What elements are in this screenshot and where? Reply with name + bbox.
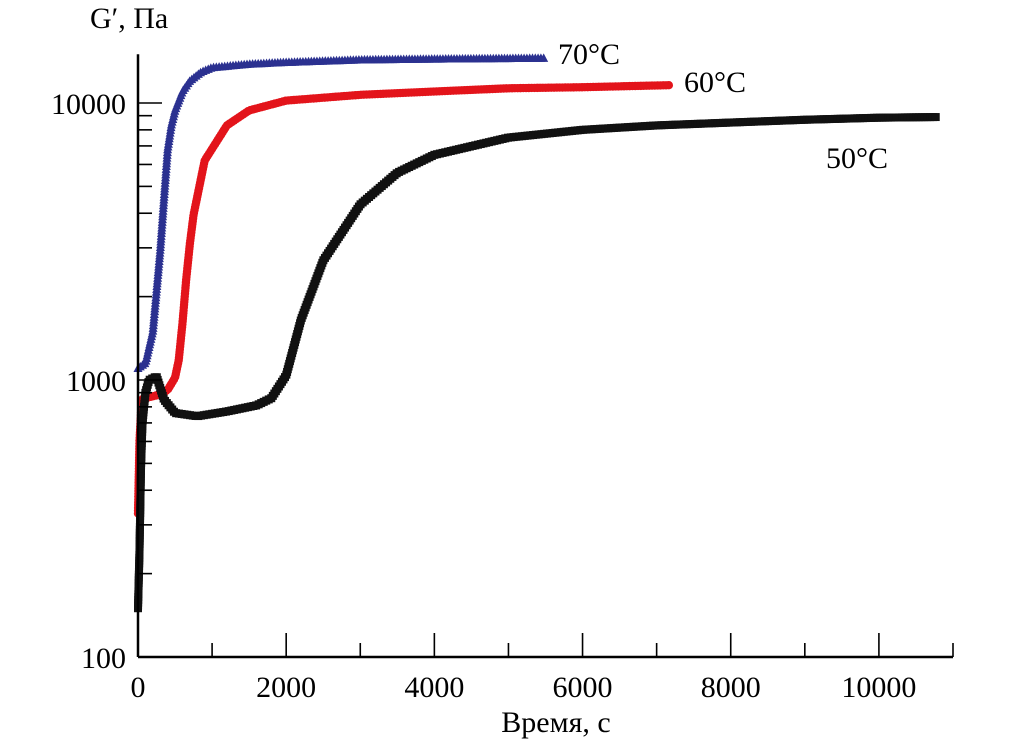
axes: 0 2000 4000 6000 8000 10000 100 1000 10000: [51, 54, 954, 704]
x-tick-label: 6000: [553, 671, 613, 704]
data-point: [539, 53, 549, 62]
y-axis-label: G′, Па: [90, 2, 168, 35]
plot-area: 70°C 60°C 50°C: [133, 38, 940, 613]
x-tick-label: 4000: [404, 671, 464, 704]
x-tick-label: 2000: [256, 671, 316, 704]
x-axis-label: Время, с: [501, 706, 610, 739]
x-tick-label: 0: [131, 671, 146, 704]
y-tick-label: 10000: [51, 88, 126, 121]
y-tick-label: 100: [81, 642, 126, 675]
series-circle: [133, 81, 674, 518]
series-line: [137, 84, 672, 514]
series-line: [137, 116, 939, 609]
y-tick-label: 1000: [66, 365, 126, 398]
data-point: [664, 81, 674, 90]
x-tick-label: 10000: [841, 671, 916, 704]
series-label: 70°C: [558, 38, 620, 71]
series-triangle: [133, 53, 549, 373]
series-label: 60°C: [684, 66, 746, 99]
series-square: [134, 113, 940, 613]
x-tick-label: 8000: [701, 671, 761, 704]
data-point: [931, 113, 940, 122]
series-label: 50°C: [826, 142, 888, 175]
series-line: [137, 57, 546, 370]
